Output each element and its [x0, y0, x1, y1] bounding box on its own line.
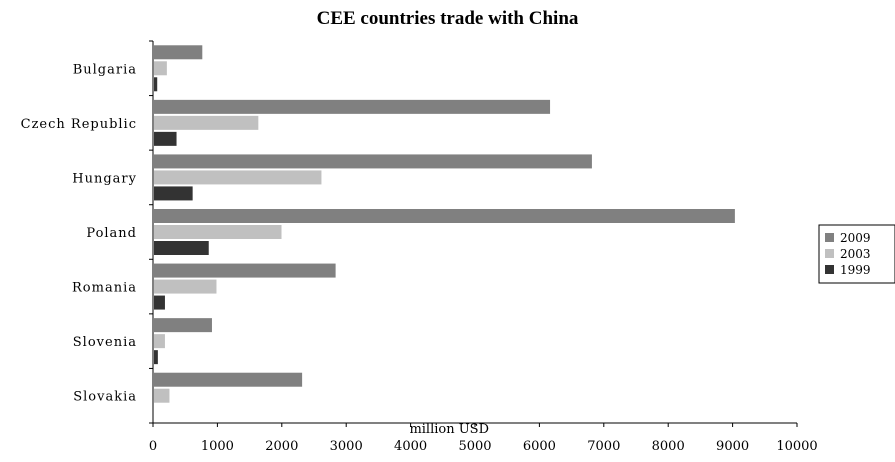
- bar-2003-poland: [154, 225, 282, 239]
- legend-swatch-1999: [825, 265, 834, 274]
- x-tick-label: 9000: [716, 439, 749, 454]
- x-tick-label: 1000: [201, 439, 234, 454]
- legend-label-2009: 2009: [840, 231, 871, 245]
- bar-1999-hungary: [154, 186, 193, 201]
- bar-1999-poland: [154, 241, 209, 255]
- bar-1999-bulgaria: [154, 77, 158, 92]
- x-axis-label: million USD: [409, 422, 489, 437]
- y-tick-label: Bulgaria: [73, 62, 137, 77]
- y-tick-label: Poland: [86, 226, 137, 241]
- bar-2009-czech-republic: [154, 99, 551, 114]
- x-tick-label: 0: [149, 439, 157, 454]
- x-tick-label: 2000: [265, 439, 298, 454]
- x-tick-label: 4000: [394, 439, 427, 454]
- chart-title: CEE countries trade with China: [316, 8, 579, 29]
- legend-swatch-2003: [825, 249, 834, 258]
- x-tick-label: 8000: [652, 439, 685, 454]
- bar-2003-hungary: [154, 170, 322, 185]
- x-tick-label: 7000: [587, 439, 620, 454]
- x-tick-label: 5000: [458, 439, 491, 454]
- x-tick-label: 3000: [330, 439, 363, 454]
- bar-2009-slovakia: [154, 372, 303, 387]
- bar-2009-poland: [154, 209, 735, 223]
- bar-2009-romania: [154, 263, 336, 278]
- y-tick-label: Slovakia: [73, 390, 137, 405]
- bar-2009-slovenia: [154, 318, 212, 333]
- bar-2009-bulgaria: [154, 45, 203, 60]
- bar-1999-slovenia: [154, 350, 158, 365]
- y-tick-label: Romania: [72, 281, 137, 296]
- y-tick-label: Slovenia: [73, 335, 137, 350]
- bar-2003-slovakia: [154, 388, 170, 403]
- y-tick-label: Hungary: [72, 171, 137, 186]
- legend-label-1999: 1999: [840, 263, 871, 277]
- bar-1999-romania: [154, 295, 165, 310]
- x-tick-label: 10000: [776, 439, 817, 454]
- bar-2003-czech-republic: [154, 115, 259, 130]
- y-tick-label: Czech Republic: [21, 117, 137, 132]
- x-tick-label: 6000: [523, 439, 556, 454]
- legend-swatch-2009: [825, 233, 834, 242]
- bar-2003-slovenia: [154, 334, 165, 349]
- bar-2009-hungary: [154, 154, 592, 169]
- bar-2003-romania: [154, 279, 217, 294]
- legend-label-2003: 2003: [840, 247, 871, 261]
- bar-1999-czech-republic: [154, 131, 177, 146]
- bar-2003-bulgaria: [154, 61, 167, 76]
